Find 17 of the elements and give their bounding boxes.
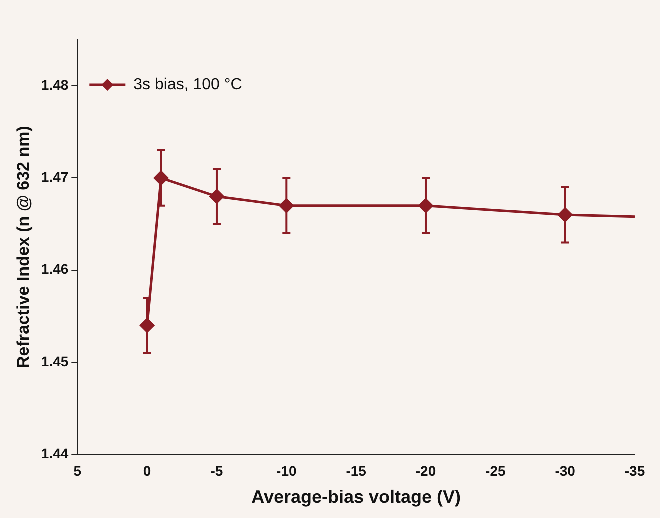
x-tick-label: 5 [74, 462, 82, 479]
x-tick-label: -5 [210, 462, 224, 479]
legend-label: 3s bias, 100 °C [134, 76, 242, 94]
y-axis-title: Refractive Index (n @ 632 nm) [14, 126, 33, 368]
x-tick-label: -15 [346, 462, 367, 479]
x-tick-label: -10 [276, 462, 297, 479]
x-tick-label: -35 [624, 462, 646, 479]
x-axis-title: Average-bias voltage (V) [252, 487, 462, 508]
y-tick-label: 1.44 [41, 445, 69, 462]
x-tick-label: -20 [416, 462, 436, 479]
y-tick-label: 1.47 [41, 169, 69, 186]
x-tick-label: -25 [486, 462, 506, 479]
x-tick-label: 0 [143, 462, 152, 479]
y-tick-label: 1.45 [41, 353, 69, 370]
y-tick-label: 1.48 [41, 76, 69, 93]
y-tick-label: 1.46 [41, 261, 69, 278]
x-tick-label: -30 [555, 462, 576, 479]
